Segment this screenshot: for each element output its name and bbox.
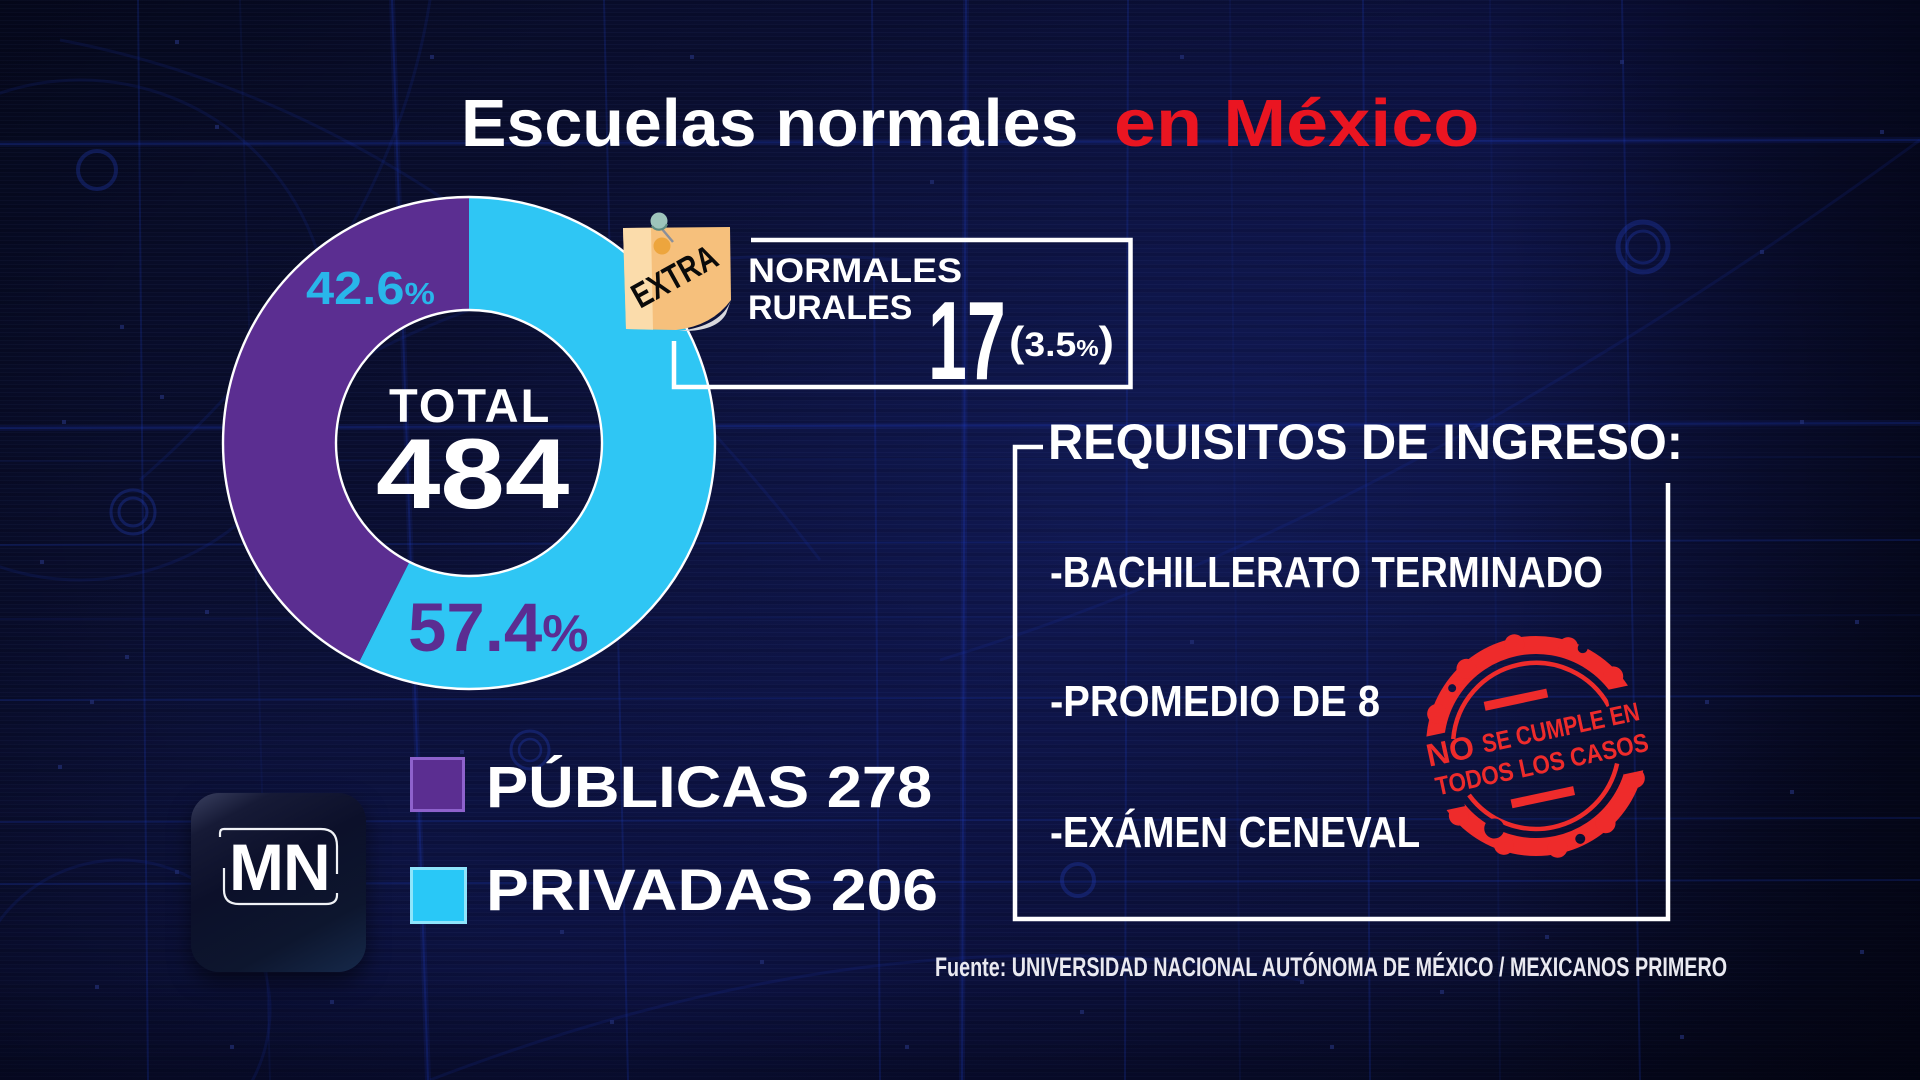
svg-text:MN: MN — [229, 830, 330, 904]
